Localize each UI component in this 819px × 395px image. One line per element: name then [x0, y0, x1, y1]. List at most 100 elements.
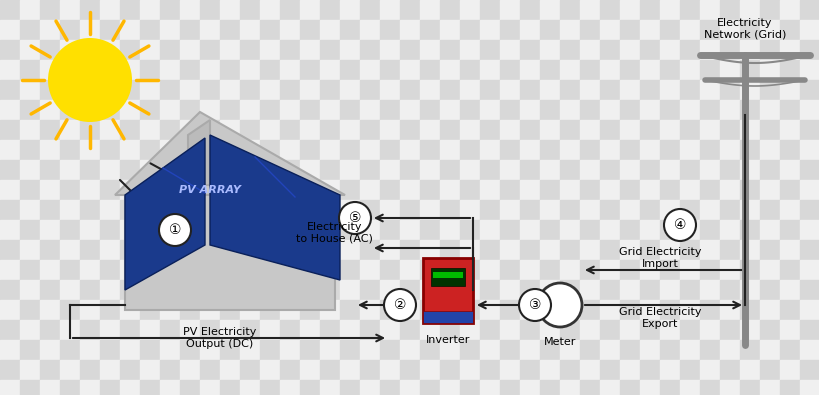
Bar: [219, 340, 240, 360]
Bar: [340, 100, 360, 120]
Bar: [699, 340, 719, 360]
Bar: [100, 160, 120, 180]
Bar: [600, 260, 619, 280]
Bar: [319, 280, 340, 300]
Bar: [440, 380, 459, 395]
Bar: [80, 280, 100, 300]
Bar: [779, 260, 799, 280]
Bar: [260, 120, 279, 140]
Bar: [240, 80, 260, 100]
Bar: [300, 60, 319, 80]
Bar: [80, 240, 100, 260]
Bar: [419, 380, 440, 395]
Bar: [140, 280, 160, 300]
Text: ④: ④: [673, 218, 686, 232]
Bar: [340, 200, 360, 220]
Bar: [319, 200, 340, 220]
Bar: [699, 280, 719, 300]
Bar: [120, 280, 140, 300]
Bar: [759, 300, 779, 320]
Bar: [379, 300, 400, 320]
Bar: [260, 320, 279, 340]
Bar: [319, 180, 340, 200]
Bar: [0, 160, 20, 180]
Bar: [600, 20, 619, 40]
Bar: [360, 260, 379, 280]
Bar: [319, 20, 340, 40]
Bar: [679, 100, 699, 120]
Bar: [579, 140, 600, 160]
Bar: [540, 60, 559, 80]
Circle shape: [383, 289, 415, 321]
Bar: [40, 240, 60, 260]
Bar: [440, 260, 459, 280]
Text: Inverter: Inverter: [425, 335, 469, 345]
Bar: [779, 160, 799, 180]
Bar: [120, 240, 140, 260]
Bar: [579, 20, 600, 40]
Bar: [459, 260, 479, 280]
Bar: [579, 300, 600, 320]
Bar: [219, 380, 240, 395]
Bar: [100, 260, 120, 280]
Bar: [40, 60, 60, 80]
Bar: [360, 140, 379, 160]
Bar: [379, 340, 400, 360]
Bar: [440, 0, 459, 20]
Bar: [379, 180, 400, 200]
Bar: [300, 340, 319, 360]
Bar: [180, 300, 200, 320]
Bar: [559, 140, 579, 160]
Bar: [279, 300, 300, 320]
Bar: [639, 0, 659, 20]
Bar: [639, 260, 659, 280]
Bar: [559, 360, 579, 380]
Bar: [540, 180, 559, 200]
Bar: [160, 220, 180, 240]
Bar: [639, 340, 659, 360]
Bar: [739, 40, 759, 60]
Bar: [479, 340, 500, 360]
Bar: [799, 260, 819, 280]
Bar: [379, 260, 400, 280]
Bar: [60, 100, 80, 120]
Bar: [759, 140, 779, 160]
Bar: [20, 100, 40, 120]
Bar: [419, 80, 440, 100]
Bar: [180, 20, 200, 40]
Bar: [719, 140, 739, 160]
Bar: [219, 240, 240, 260]
Bar: [459, 20, 479, 40]
Bar: [419, 140, 440, 160]
Bar: [240, 200, 260, 220]
Bar: [219, 60, 240, 80]
Bar: [419, 20, 440, 40]
Bar: [639, 80, 659, 100]
Bar: [600, 380, 619, 395]
Bar: [500, 100, 519, 120]
Bar: [260, 140, 279, 160]
Bar: [340, 0, 360, 20]
Bar: [779, 40, 799, 60]
Bar: [600, 360, 619, 380]
Bar: [219, 100, 240, 120]
Bar: [240, 100, 260, 120]
Bar: [639, 40, 659, 60]
Bar: [619, 280, 639, 300]
Bar: [619, 240, 639, 260]
Bar: [440, 340, 459, 360]
Bar: [779, 360, 799, 380]
Bar: [479, 160, 500, 180]
Bar: [679, 20, 699, 40]
Bar: [679, 40, 699, 60]
Bar: [519, 260, 540, 280]
Text: PV ARRAY: PV ARRAY: [179, 185, 241, 195]
Bar: [440, 100, 459, 120]
Bar: [340, 220, 360, 240]
Bar: [0, 40, 20, 60]
Bar: [300, 20, 319, 40]
Bar: [40, 160, 60, 180]
Bar: [80, 360, 100, 380]
Bar: [100, 40, 120, 60]
Bar: [600, 320, 619, 340]
